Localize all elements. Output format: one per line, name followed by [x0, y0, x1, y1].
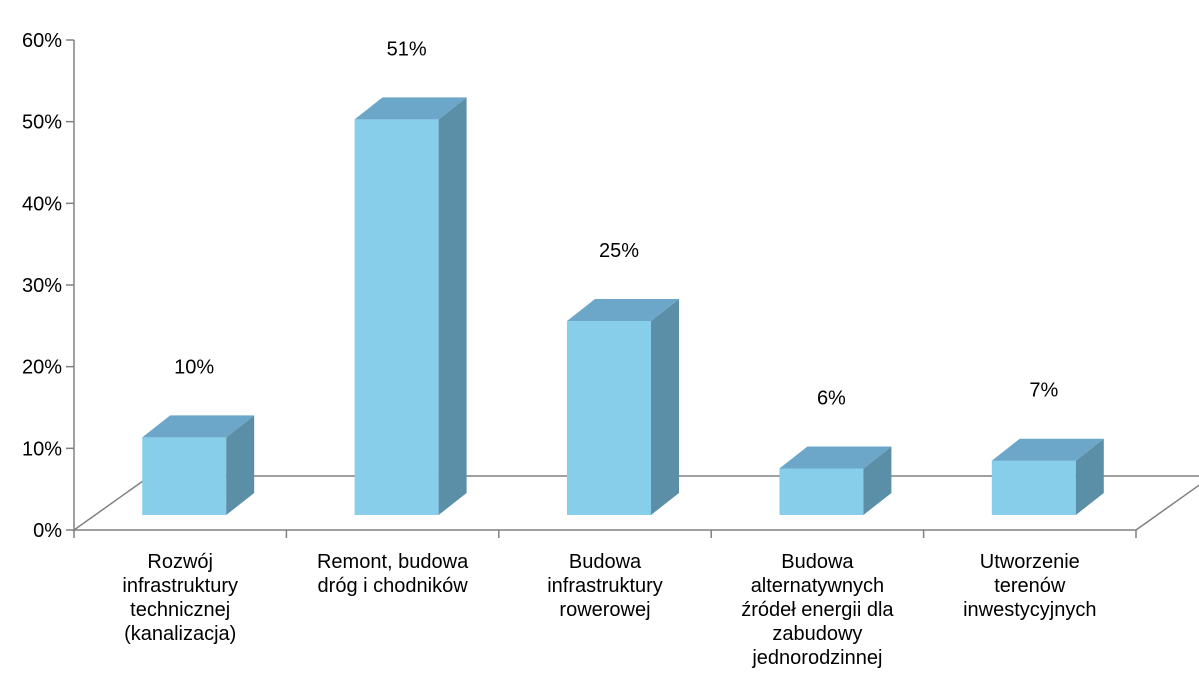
y-tick-label: 0%: [33, 520, 62, 542]
y-tick-label: 60%: [22, 30, 62, 52]
bar-front: [567, 321, 651, 515]
data-label: 10%: [174, 356, 214, 378]
bar-side: [863, 446, 892, 515]
bar-side: [651, 299, 679, 515]
y-tick-label: 10%: [22, 438, 62, 460]
category-label: Utworzenie terenów inwestycyjnych: [963, 551, 1096, 621]
bar-front: [354, 119, 439, 515]
y-tick-label: 50%: [22, 112, 62, 134]
bar-top: [354, 97, 467, 120]
y-tick-label: 30%: [22, 275, 62, 297]
data-label: 25%: [599, 240, 639, 262]
category-label: Budowa infrastruktury rowerowej: [547, 551, 663, 621]
bar-front: [991, 460, 1076, 515]
y-tick-label: 40%: [22, 193, 62, 215]
bar-side: [1075, 438, 1104, 515]
bar: [567, 299, 679, 515]
category-label: Budowa alternatywnych źródeł energii dla za…: [741, 551, 894, 669]
data-label: 6%: [817, 387, 846, 409]
bar-side: [438, 97, 467, 515]
bar-side: [226, 415, 255, 515]
bar-top: [779, 446, 892, 469]
bar-front: [779, 468, 864, 515]
bar-top: [142, 415, 255, 438]
bar: [142, 415, 255, 515]
bar-top: [991, 438, 1104, 461]
data-label: 7%: [1029, 380, 1058, 402]
bar: [354, 97, 467, 515]
bar: [991, 438, 1104, 515]
data-label: 51%: [387, 38, 427, 60]
bar-top: [567, 299, 679, 322]
category-label: Rozwój infrastruktury technicznej (kanaliza…: [122, 551, 238, 645]
chart-floor: [71, 475, 1199, 531]
category-label: Remont, budowa dróg i chodników: [317, 551, 469, 597]
y-tick-label: 20%: [22, 357, 62, 379]
bar: [779, 446, 892, 515]
bar-front: [142, 437, 227, 515]
